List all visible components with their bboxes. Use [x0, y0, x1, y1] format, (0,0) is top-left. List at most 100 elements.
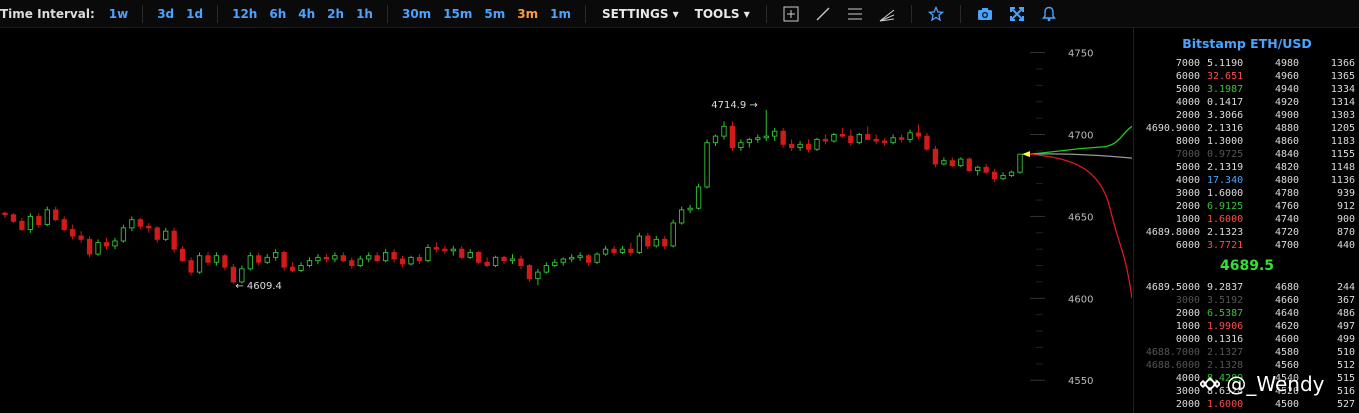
bids-amt: 2.1328: [1207, 360, 1244, 371]
bids-cum: 1000: [1175, 321, 1200, 332]
interval-1w[interactable]: 1w: [108, 6, 129, 21]
fan-icon[interactable]: [878, 5, 896, 23]
bids-row[interactable]: 4688.6000 2.1328 4560 512: [1134, 359, 1359, 372]
bids-amt: 3.5192: [1207, 295, 1244, 306]
interval-2h[interactable]: 2h: [327, 6, 345, 21]
star-icon[interactable]: [927, 5, 945, 23]
horizontal-lines-icon[interactable]: [846, 5, 864, 23]
asks-row[interactable]: 7000 5.1190 4980 1366: [1134, 57, 1359, 70]
tools-menu[interactable]: TOOLS ▾: [694, 6, 750, 21]
orderbook-title: Bitstamp ETH/USD: [1182, 36, 1312, 51]
asks-sum: 440: [1336, 240, 1355, 251]
bids-row[interactable]: 1000 1.9906 4620 497: [1134, 320, 1359, 333]
bids-row[interactable]: 3000 3.5192 4660 367: [1134, 294, 1359, 307]
candle-body: [205, 255, 211, 263]
fullscreen-icon[interactable]: [1008, 5, 1026, 23]
interval-12h[interactable]: 12h: [232, 6, 258, 21]
candle-body: [213, 255, 220, 263]
bids-cum: 4688.7000: [1145, 347, 1200, 358]
price-chart[interactable]: 4750 4700 4650 4600 4550 4714.9 → ← 4609.4: [0, 28, 1132, 413]
settings-menu[interactable]: SETTINGS ▾: [601, 6, 679, 21]
asks-row[interactable]: 7000 0.9725 4840 1155: [1134, 148, 1359, 161]
bids-px: 4500: [1275, 399, 1300, 410]
price-annotation: 4714.9 →: [711, 100, 758, 111]
bids-cum: 4689.5000: [1145, 282, 1200, 293]
asks-row[interactable]: 8000 1.3000 4860 1183: [1134, 135, 1359, 148]
asks-row[interactable]: 6000 3.7721 4700 440: [1134, 239, 1359, 252]
asks-row[interactable]: 2000 6.9125 4760 912: [1134, 200, 1359, 213]
asks-row[interactable]: 4690.9000 2.1316 4880 1205: [1134, 122, 1359, 135]
asks-row[interactable]: 5000 3.1987 4940 1334: [1134, 83, 1359, 96]
asks-cum: 7000: [1175, 58, 1200, 69]
bids-sum: 244: [1336, 282, 1355, 293]
y-tick-label: 4700: [1068, 130, 1093, 141]
trendline-icon[interactable]: [814, 5, 832, 23]
candle-body: [340, 255, 346, 262]
interval-4h[interactable]: 4h: [298, 6, 316, 21]
candle-body: [416, 256, 423, 262]
bids-row[interactable]: 3000 8.6328 4520 516: [1134, 385, 1359, 398]
asks-cum: 7000: [1175, 149, 1200, 160]
bids-row[interactable]: 4689.5000 9.2837 4680 244: [1134, 281, 1359, 294]
candle-body: [712, 135, 719, 144]
asks-sum: 912: [1336, 201, 1355, 212]
asks-row[interactable]: 3000 1.6000 4780 939: [1134, 187, 1359, 200]
candle-body: [433, 247, 440, 250]
candle-body: [2, 212, 8, 216]
bids-px: 4520: [1275, 386, 1300, 397]
interval-1m[interactable]: 1m: [550, 6, 571, 21]
interval-3m[interactable]: 3m: [517, 6, 539, 21]
candle-body: [509, 258, 516, 262]
asks-row[interactable]: 4000 0.1417 4920 1314: [1134, 96, 1359, 109]
candle-body: [196, 255, 203, 273]
candle-body: [70, 229, 76, 237]
interval-3d[interactable]: 3d: [157, 6, 175, 21]
asks-row[interactable]: 2000 3.3066 4900 1303: [1134, 109, 1359, 122]
candle-body: [662, 238, 668, 247]
camera-icon[interactable]: [976, 5, 994, 23]
candle-body: [560, 258, 566, 263]
candle-body: [679, 209, 685, 224]
asks-sum: 1148: [1330, 162, 1355, 173]
bids-row[interactable]: 4688.7000 2.1327 4580 510: [1134, 346, 1359, 359]
candle-body: [476, 251, 482, 263]
asks-cum: 6000: [1175, 71, 1200, 82]
candle-body: [687, 207, 693, 211]
candle-body: [805, 143, 812, 150]
asks-row[interactable]: 4000 17.340 4800 1136: [1134, 174, 1359, 187]
bids-row[interactable]: 0000 0.1316 4600 499: [1134, 333, 1359, 346]
asks-amt: 0.1417: [1207, 97, 1244, 108]
candle-body: [289, 266, 296, 271]
y-tick-label: 4650: [1068, 212, 1093, 223]
bids-amt: 8.4289: [1207, 373, 1244, 384]
bell-icon[interactable]: [1040, 5, 1058, 23]
asks-sum: 1303: [1330, 110, 1355, 121]
candle-body: [86, 238, 93, 255]
bids-row[interactable]: 2000 6.5387 4640 486: [1134, 307, 1359, 320]
asks-row[interactable]: 6000 32.651 4960 1365: [1134, 70, 1359, 83]
interval-6h[interactable]: 6h: [269, 6, 287, 21]
candle-body: [53, 209, 59, 221]
interval-15m[interactable]: 15m: [443, 6, 473, 21]
candle-body: [932, 148, 939, 165]
interval-1d[interactable]: 1d: [186, 6, 204, 21]
interval-1h[interactable]: 1h: [356, 6, 373, 21]
bids-sum: 486: [1336, 308, 1355, 319]
asks-row[interactable]: 4689.8000 2.1323 4720 870: [1134, 226, 1359, 239]
candle-body: [670, 222, 676, 247]
asks-row[interactable]: 1000 1.6000 4740 900: [1134, 213, 1359, 226]
bids-amt: 1.9906: [1207, 321, 1244, 332]
bids-row[interactable]: 2000 1.6000 4500 527: [1134, 398, 1359, 411]
candle-body: [949, 160, 955, 167]
bids-cum: 2000: [1175, 399, 1200, 410]
bids-row[interactable]: 4000 8.4289 4540 515: [1134, 372, 1359, 385]
asks-px: 4860: [1275, 136, 1300, 147]
bids-sum: 516: [1336, 386, 1355, 397]
candle-body: [19, 220, 25, 230]
asks-row[interactable]: 5000 2.1319 4820 1148: [1134, 161, 1359, 174]
interval-5m[interactable]: 5m: [484, 6, 506, 21]
interval-30m[interactable]: 30m: [401, 6, 432, 21]
crosshair-icon[interactable]: [782, 5, 800, 23]
asks-sum: 1183: [1330, 136, 1355, 147]
asks-cum: 2000: [1175, 110, 1200, 121]
